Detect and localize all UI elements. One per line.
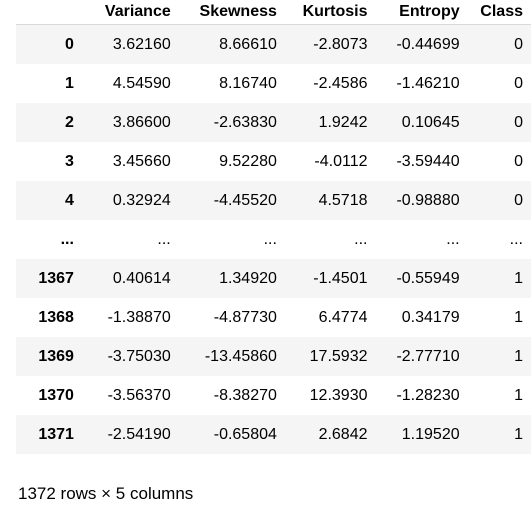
cell-skewness: 9.52280: [219, 153, 277, 170]
cell-variance: 3.45660: [112, 153, 171, 170]
cell-entropy: 0.10645: [401, 114, 460, 131]
cell-skewness: -2.63830: [213, 114, 277, 131]
cell-variance: 3.62160: [112, 36, 171, 53]
cell-kurtosis: ...: [354, 231, 368, 248]
cell-kurtosis: 2.6842: [318, 426, 368, 443]
cell-entropy: -0.44699: [396, 36, 460, 53]
table-summary: 1372 rows × 5 columns: [18, 484, 194, 503]
cell-class: 1: [514, 387, 523, 404]
cell-variance: 0.32924: [112, 192, 171, 209]
cell-class: 1: [514, 348, 523, 365]
row-index: 2: [65, 114, 74, 131]
cell-class: 0: [514, 36, 523, 53]
cell-class: ...: [509, 231, 523, 248]
table-row: 1371 -2.54190 -0.65804 2.6842 1.19520 1: [16, 415, 531, 454]
cell-skewness: -0.65804: [213, 426, 277, 443]
cell-skewness: 8.16740: [219, 75, 277, 92]
cell-kurtosis: -2.8073: [313, 36, 368, 53]
cell-entropy: 1.19520: [401, 426, 460, 443]
table-row: 0 3.62160 8.66610 -2.8073 -0.44699 0: [16, 24, 531, 64]
header-row: Variance Skewness Kurtosis Entropy Class: [16, 0, 531, 25]
cell-entropy: -0.55949: [396, 270, 460, 287]
cell-kurtosis: 17.5932: [309, 348, 368, 365]
cell-class: 0: [514, 75, 523, 92]
table-row: 4 0.32924 -4.45520 4.5718 -0.98880 0: [16, 181, 531, 220]
cell-class: 1: [514, 309, 523, 326]
cell-kurtosis: 1.9242: [318, 114, 368, 131]
header-variance: Variance: [81, 0, 179, 25]
row-index: 1369: [38, 348, 74, 365]
table-row: 1367 0.40614 1.34920 -1.4501 -0.55949 1: [16, 259, 531, 298]
cell-skewness: -13.45860: [204, 348, 277, 365]
table-header: Variance Skewness Kurtosis Entropy Class: [16, 0, 531, 25]
table-row: 1370 -3.56370 -8.38270 12.3930 -1.28230 1: [16, 376, 531, 415]
cell-skewness: -4.87730: [213, 309, 277, 326]
cell-class: 1: [514, 426, 523, 443]
cell-variance: 0.40614: [112, 270, 171, 287]
cell-skewness: -4.45520: [213, 192, 277, 209]
row-index: 1: [65, 75, 74, 92]
cell-entropy: -2.77710: [396, 348, 460, 365]
cell-entropy: -1.28230: [396, 387, 460, 404]
cell-skewness: -8.38270: [213, 387, 277, 404]
row-index: 1368: [38, 309, 74, 326]
header-class: Class: [467, 0, 531, 25]
cell-variance: -3.56370: [107, 387, 171, 404]
header-skewness: Skewness: [178, 0, 285, 25]
table-row: 2 3.86600 -2.63830 1.9242 0.10645 0: [16, 103, 531, 142]
row-index: ...: [60, 231, 74, 248]
cell-kurtosis: 12.3930: [309, 387, 368, 404]
header-kurtosis: Kurtosis: [284, 0, 376, 25]
cell-kurtosis: -4.0112: [314, 153, 368, 170]
cell-kurtosis: -2.4586: [313, 75, 368, 92]
cell-skewness: 8.66610: [219, 36, 277, 53]
row-index: 1367: [38, 270, 74, 287]
cell-kurtosis: 6.4774: [318, 309, 368, 326]
table-row: 1368 -1.38870 -4.87730 6.4774 0.34179 1: [16, 298, 531, 337]
header-index: [16, 0, 82, 25]
cell-class: 0: [514, 153, 523, 170]
row-index: 0: [65, 36, 74, 53]
table-row: ..................: [16, 220, 531, 259]
cell-entropy: -3.59440: [396, 153, 460, 170]
row-index: 3: [65, 153, 74, 170]
cell-variance: 4.54590: [112, 75, 171, 92]
cell-entropy: ...: [446, 231, 460, 248]
row-index: 1371: [38, 426, 74, 443]
table-body: 0 3.62160 8.66610 -2.8073 -0.44699 0 1 4.54590 8…: [16, 24, 531, 454]
dataframe-table: Variance Skewness Kurtosis Entropy Class…: [16, 0, 531, 454]
dataframe-output: Variance Skewness Kurtosis Entropy Class…: [16, 0, 531, 454]
cell-class: 0: [514, 192, 523, 209]
cell-class: 0: [514, 114, 523, 131]
cell-variance: -3.75030: [107, 348, 171, 365]
cell-entropy: 0.34179: [401, 309, 460, 326]
cell-entropy: -1.46210: [396, 75, 460, 92]
header-entropy: Entropy: [375, 0, 468, 25]
cell-skewness: 1.34920: [219, 270, 277, 287]
cell-kurtosis: -1.4501: [313, 270, 368, 287]
table-row: 1 4.54590 8.16740 -2.4586 -1.46210 0: [16, 64, 531, 103]
table-row: 1369 -3.75030 -13.45860 17.5932 -2.77710 1: [16, 337, 531, 376]
cell-variance: -2.54190: [107, 426, 171, 443]
row-index: 4: [65, 192, 74, 209]
cell-variance: 3.86600: [112, 114, 171, 131]
cell-entropy: -0.98880: [396, 192, 460, 209]
row-index: 1370: [38, 387, 74, 404]
cell-variance: -1.38870: [107, 309, 171, 326]
cell-variance: ...: [157, 231, 171, 248]
cell-kurtosis: 4.5718: [318, 192, 368, 209]
cell-class: 1: [514, 270, 523, 287]
table-row: 3 3.45660 9.52280 -4.0112 -3.59440 0: [16, 142, 531, 181]
cell-skewness: ...: [263, 231, 277, 248]
